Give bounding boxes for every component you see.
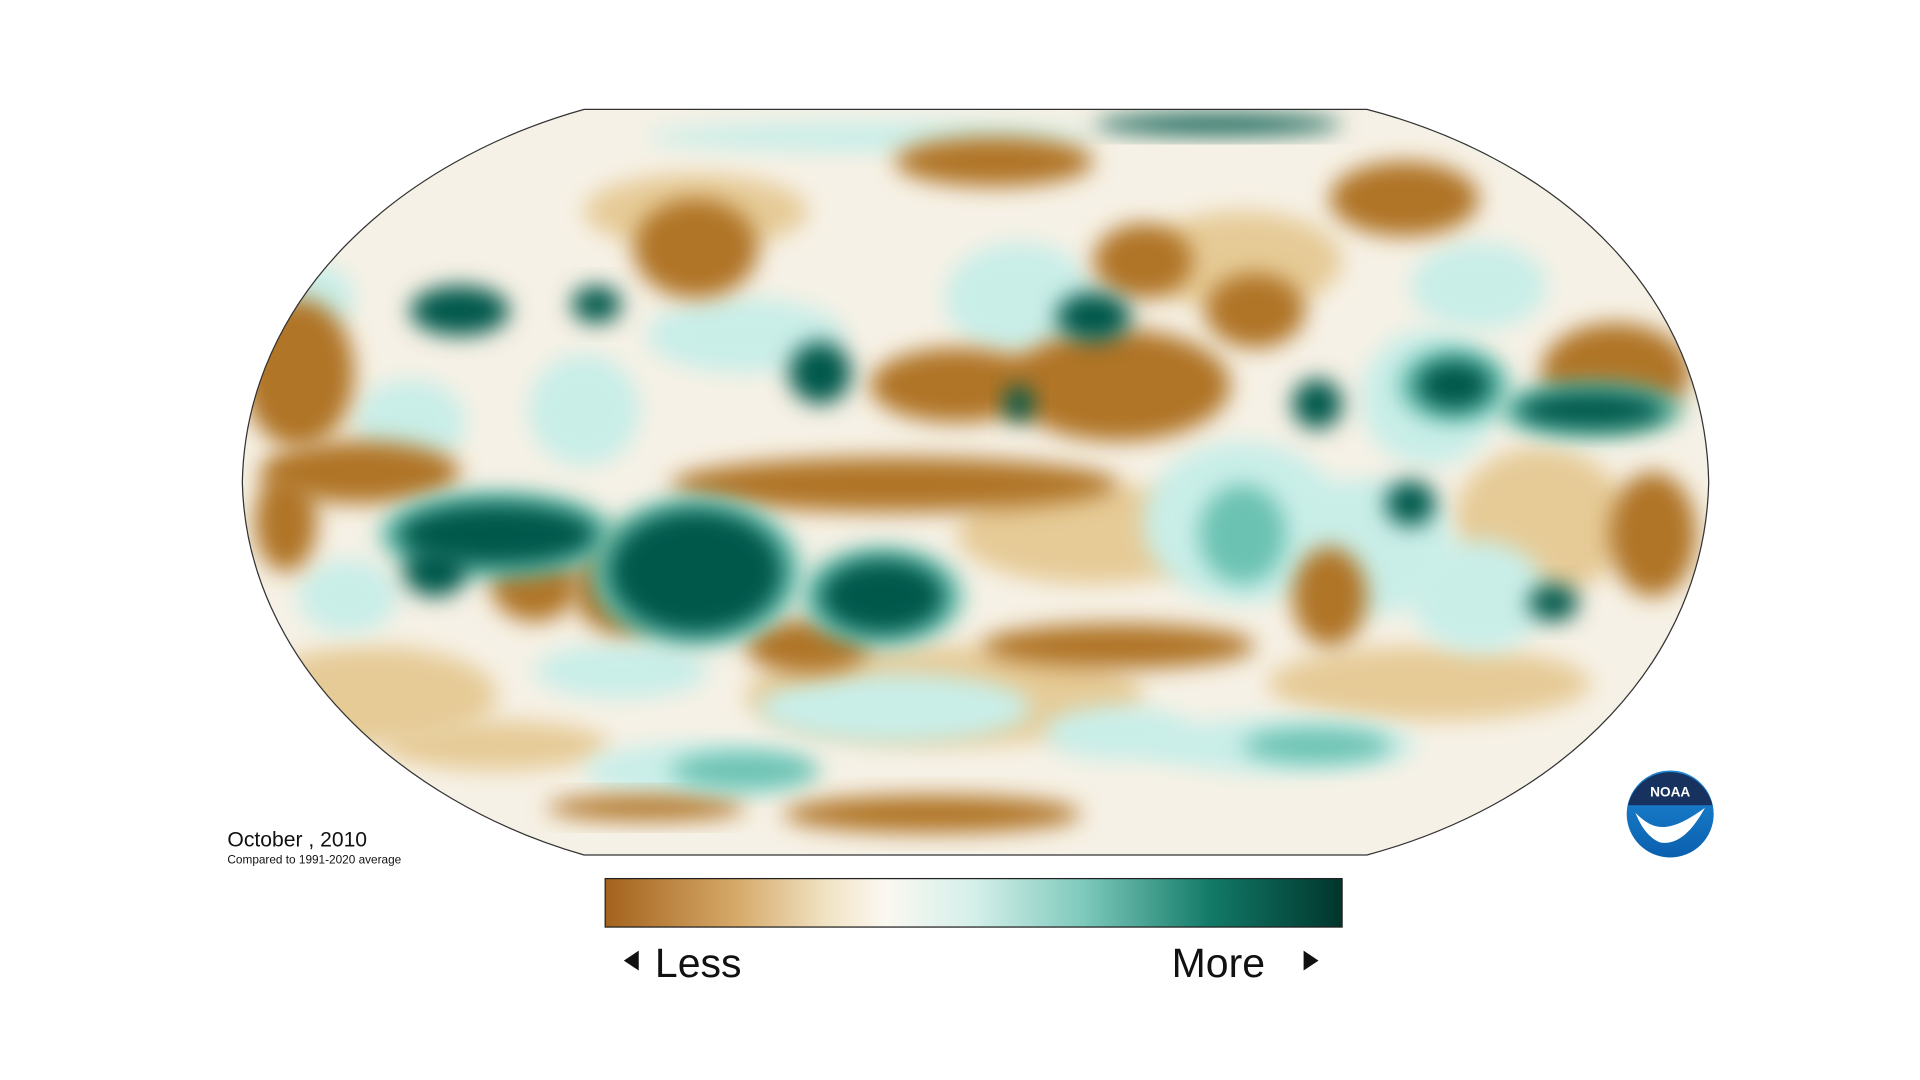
anomaly-blob xyxy=(671,751,821,790)
anomaly-blob xyxy=(298,559,398,634)
anomaly-blob xyxy=(534,643,709,699)
anomaly-blob xyxy=(1056,292,1131,342)
anomaly-blob xyxy=(1242,728,1392,764)
map-title: October , 2010 xyxy=(227,828,367,851)
map-outline xyxy=(241,108,1710,856)
logo-bird xyxy=(1635,807,1705,843)
anomaly-blob xyxy=(981,623,1256,669)
anomaly-blob xyxy=(1143,211,1343,311)
anomaly-blob xyxy=(385,720,609,771)
anomaly-blob xyxy=(1329,161,1479,237)
anomaly-blob xyxy=(403,546,467,597)
map-group: October , 2010 Compared to 1991-2020 ave… xyxy=(227,108,1714,986)
anomaly-blob xyxy=(1093,114,1343,135)
anomaly-blob xyxy=(1385,480,1436,526)
logo-top xyxy=(1627,772,1713,806)
anomaly-blob xyxy=(1205,273,1305,348)
anomaly-blob xyxy=(1043,705,1193,761)
anomaly-blob xyxy=(1004,385,1034,423)
anomaly-blob xyxy=(242,298,355,448)
anomaly-blob xyxy=(1093,223,1193,299)
anomaly-blob xyxy=(633,198,759,299)
anomaly-blob xyxy=(528,354,640,467)
anomaly-blob xyxy=(546,795,746,821)
anomaly-blob xyxy=(758,673,1032,744)
anomaly-blob xyxy=(820,559,945,634)
noaa-logo: NOAA xyxy=(1626,770,1714,858)
legend-high-label: More xyxy=(1172,940,1265,986)
anomaly-blob xyxy=(894,136,1094,187)
anomaly-blob xyxy=(671,457,1119,512)
anomaly-blob xyxy=(1609,472,1697,597)
anomaly-blob xyxy=(789,341,852,404)
anomaly-blob xyxy=(1416,360,1492,411)
anomaly-blob xyxy=(1292,546,1367,647)
anomaly-blob xyxy=(571,285,622,324)
anomaly-blob xyxy=(944,242,1094,355)
map-subtitle: Compared to 1991-2020 average xyxy=(227,853,401,867)
logo-text: NOAA xyxy=(1650,785,1690,800)
anomaly-blob xyxy=(1267,646,1591,721)
legend-low-label: Less xyxy=(655,940,742,986)
anomaly-blob xyxy=(1006,329,1231,442)
legend-left-arrow xyxy=(623,950,639,971)
anomaly-blob xyxy=(260,441,460,504)
anomaly-blob xyxy=(254,472,317,572)
anomaly-blob xyxy=(1199,484,1287,585)
anomaly-blob xyxy=(410,285,510,336)
anomaly-blob xyxy=(869,347,1044,423)
anomaly-blob xyxy=(1528,584,1579,622)
anomaly-blob xyxy=(1410,540,1548,653)
anomaly-blob xyxy=(782,795,1082,833)
anomaly-field xyxy=(242,109,1709,855)
anomaly-blob xyxy=(1410,242,1548,330)
anomaly-blob xyxy=(608,509,783,634)
anomaly-blob xyxy=(1516,391,1666,429)
legend-right-arrow xyxy=(1303,950,1319,971)
anomaly-blob xyxy=(1292,379,1343,429)
legend-colorbar xyxy=(604,877,1343,928)
